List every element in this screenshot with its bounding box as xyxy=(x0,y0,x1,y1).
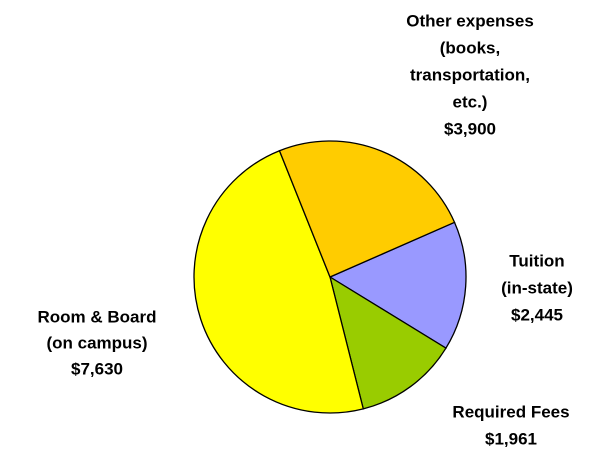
slice-label: Tuition xyxy=(509,251,564,270)
value-label: $3,900 xyxy=(444,119,496,138)
pie-slice xyxy=(328,275,447,410)
value-label: $1,961 xyxy=(485,429,537,448)
slice-label: (on campus) xyxy=(46,333,147,352)
slice-label: (in-state) xyxy=(501,278,573,297)
pie-slice xyxy=(193,149,365,414)
slice-label: etc.) xyxy=(453,92,488,111)
pie-slice xyxy=(278,140,456,278)
slice-label: Other expenses xyxy=(406,11,534,30)
slice-label: transportation, xyxy=(410,65,530,84)
slice-label: (books, xyxy=(440,38,500,57)
pie-slice xyxy=(328,221,467,350)
slice-label: Room & Board xyxy=(38,307,157,326)
value-label: $7,630 xyxy=(71,359,123,378)
slice-label: Required Fees xyxy=(452,402,569,421)
value-label: $2,445 xyxy=(511,305,563,324)
